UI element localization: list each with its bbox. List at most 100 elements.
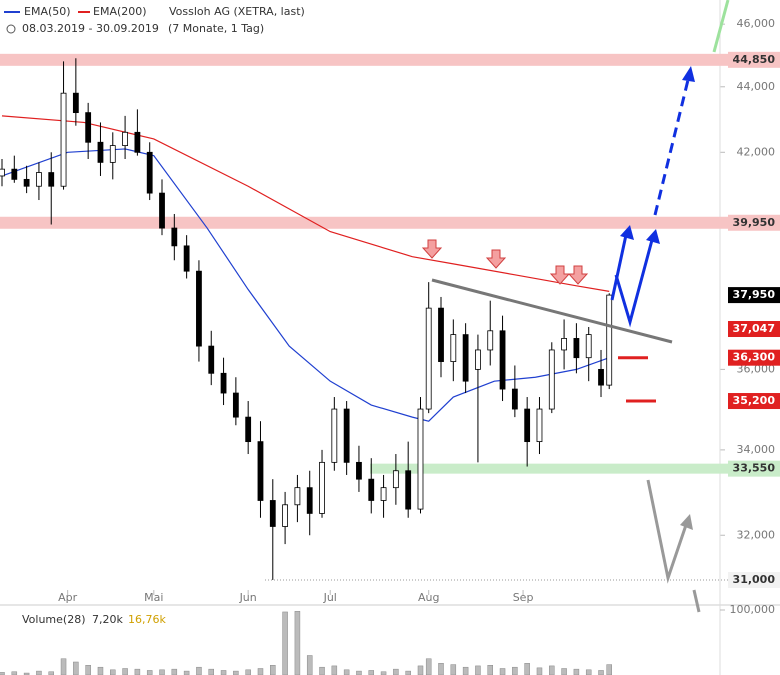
- level-box: [728, 571, 780, 588]
- candle-body: [282, 504, 288, 527]
- volume-bar: [356, 670, 362, 675]
- level-label: 35,200: [733, 394, 776, 407]
- volume-bar: [561, 668, 567, 675]
- level-box: [728, 321, 780, 338]
- candle-body: [97, 141, 104, 163]
- candle-body: [134, 131, 141, 153]
- volume-avg: 7,20k: [92, 613, 123, 626]
- y-tick-label: 32,000: [737, 528, 776, 541]
- candle-body: [23, 178, 30, 187]
- volume-bar: [368, 670, 375, 675]
- candle-body: [450, 334, 457, 362]
- level-band: [0, 53, 780, 66]
- volume-bar: [294, 611, 301, 675]
- level-label: 39,950: [733, 216, 776, 229]
- volume-bar: [245, 669, 251, 675]
- volume-bar: [487, 665, 493, 675]
- ema-line: [1, 115, 610, 292]
- x-tick-label: Apr: [58, 591, 78, 604]
- volume-bar: [524, 663, 530, 675]
- candle-body: [548, 349, 555, 410]
- candle-body: [208, 345, 215, 374]
- volume-bar: [585, 669, 592, 675]
- volume-bar: [306, 655, 313, 675]
- level-box: [728, 460, 780, 477]
- volume-bar: [393, 668, 399, 675]
- level-label: 31,000: [733, 573, 776, 586]
- candle-body: [171, 227, 178, 247]
- grey-arrow: [646, 479, 688, 584]
- down-arrows: [421, 239, 589, 285]
- candle-body: [417, 408, 424, 510]
- volume-bar: [462, 666, 469, 675]
- candle-body: [475, 349, 481, 370]
- volume-max: 16,76k: [128, 613, 166, 626]
- candle-body: [232, 392, 239, 418]
- volume-bar: [270, 665, 276, 675]
- candle-body: [306, 487, 313, 514]
- volume-bar: [73, 661, 79, 675]
- y-tick-label: 46,000: [737, 17, 776, 30]
- x-tick-label: Sep: [513, 591, 534, 604]
- grey-line: [692, 589, 701, 613]
- volume-bar: [438, 663, 444, 675]
- volume-name: Volume(28): [22, 613, 86, 626]
- candle-body: [183, 245, 190, 272]
- candle-body: [392, 470, 399, 489]
- dashed-arrow: [653, 79, 690, 216]
- candle-body: [606, 294, 613, 386]
- volume-bar: [425, 658, 432, 675]
- level-box: [728, 51, 780, 68]
- candle-body: [598, 368, 604, 386]
- volume-bar: [85, 665, 91, 675]
- volume-bar: [606, 664, 612, 675]
- volume-bar: [97, 666, 104, 675]
- x-tick-label: Jun: [239, 591, 257, 604]
- volume-bar: [171, 668, 178, 675]
- candle-body: [356, 461, 362, 480]
- plot: [0, 58, 613, 675]
- ema-line: [1, 148, 610, 422]
- candle-body: [269, 500, 276, 527]
- volume-bar: [331, 665, 338, 675]
- level-band: [370, 463, 780, 474]
- volume-bar: [343, 669, 350, 675]
- candle-body: [405, 470, 412, 510]
- candle-body: [85, 112, 92, 143]
- volume-bar: [0, 672, 5, 675]
- level-label: 36,300: [733, 351, 776, 364]
- candle-body: [368, 478, 375, 501]
- legend-entry: EMA(200): [93, 5, 147, 18]
- blue-arrow: [614, 239, 654, 328]
- level-label: 37,950: [733, 288, 776, 301]
- volume-bar: [60, 658, 67, 675]
- labels: 44,850 39,950 37,950 37,047 36,300 35,200 33,5…: [618, 51, 780, 588]
- volume-bar: [36, 670, 42, 675]
- volume-bar: [233, 670, 239, 675]
- candle-body: [425, 307, 432, 410]
- volume-bar: [48, 671, 54, 675]
- candle-body: [257, 441, 264, 501]
- volume-bar: [499, 668, 506, 675]
- date-range: 08.03.2019 - 30.09.2019: [22, 22, 159, 35]
- y-tick-label: 44,000: [737, 80, 776, 93]
- arrow-head: [680, 514, 693, 530]
- volume-bar: [257, 668, 264, 675]
- candle-body: [220, 372, 227, 394]
- volume-bar: [549, 665, 555, 675]
- y-tick-label: 42,000: [737, 145, 776, 158]
- chart-title: Vossloh AG (XETRA, last): [169, 5, 305, 18]
- candle-body: [159, 192, 165, 229]
- volume-bar: [11, 671, 18, 675]
- candle-body: [60, 92, 67, 187]
- candle-body: [245, 416, 252, 443]
- x-tick-label: Jul: [323, 591, 337, 604]
- level-box: [728, 287, 780, 304]
- candle-body: [380, 487, 387, 501]
- volume-bar: [122, 668, 128, 675]
- volume-bar: [196, 666, 202, 675]
- volume-bar: [405, 670, 411, 675]
- level-label: 44,850: [733, 53, 776, 66]
- x-tick-label: Aug: [418, 591, 439, 604]
